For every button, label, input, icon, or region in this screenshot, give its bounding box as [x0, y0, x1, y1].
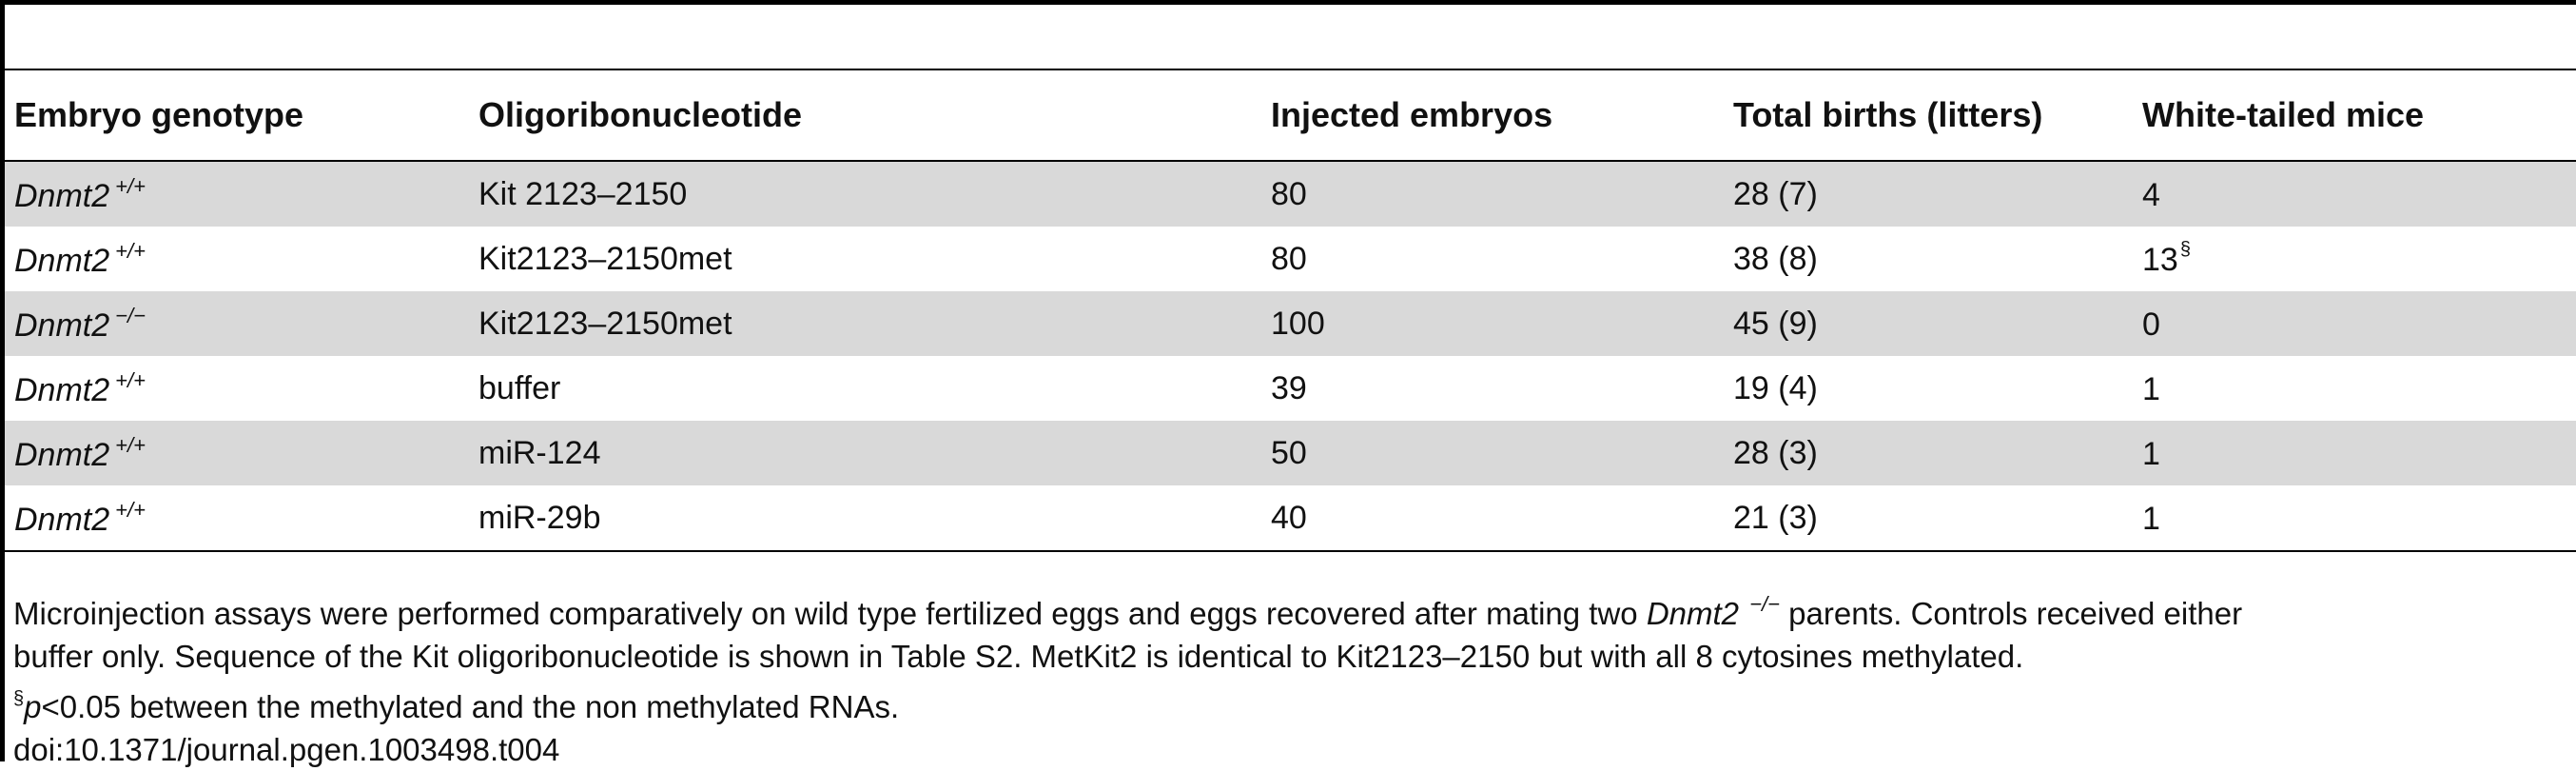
- table-row: Dnmt2 +/+ miR-29b 40 21 (3) 1: [5, 485, 2576, 552]
- white-count: 1: [2142, 501, 2160, 537]
- results-table-container: Embryo genotype Oligoribonucleotide Inje…: [5, 69, 2576, 552]
- cell-genotype: Dnmt2 −/−: [5, 291, 469, 356]
- footnote-line-1: Microinjection assays were performed com…: [13, 583, 2572, 635]
- white-count: 0: [2142, 306, 2160, 343]
- white-count: 13: [2142, 242, 2178, 278]
- table-row: Dnmt2 −/− Kit2123–2150met 100 45 (9) 0: [5, 291, 2576, 356]
- cell-injected: 80: [1271, 240, 1307, 277]
- table-row: Dnmt2 +/+ miR-124 50 28 (3) 1: [5, 421, 2576, 485]
- table-body: Dnmt2 +/+ Kit 2123–2150 80 28 (7) 4 Dnmt2 +/+ Ki…: [5, 161, 2576, 552]
- cell-injected: 80: [1261, 161, 1724, 227]
- cell-injected: 50: [1261, 421, 1724, 485]
- cell-white-tailed: 1: [2133, 421, 2576, 485]
- doi-line: doi:10.1371/journal.pgen.1003498.t004: [13, 732, 560, 767]
- cell-injected: 39: [1271, 369, 1307, 406]
- cell-oligo: Kit 2123–2150: [469, 161, 1261, 227]
- header-total-births: Total births (litters): [1733, 95, 2043, 134]
- table-row: Dnmt2 +/+ buffer 39 19 (4) 1: [5, 356, 2576, 421]
- cell-white-tailed: 1: [2133, 356, 2576, 421]
- genotype-sup: +/+: [115, 497, 146, 522]
- cell-births: 28 (7): [1724, 161, 2133, 227]
- cell-births: 28 (3): [1724, 421, 2133, 485]
- genotype-name: Dnmt2: [14, 306, 110, 344]
- genotype-sup: +/+: [115, 173, 146, 198]
- header-oligoribonucleotide: Oligoribonucleotide: [478, 95, 802, 134]
- footnote-text: Microinjection assays were performed com…: [13, 596, 1647, 631]
- cell-oligo: miR-124: [469, 421, 1261, 485]
- cell-oligo: miR-29b: [469, 485, 1261, 552]
- table-row: Dnmt2 +/+ Kit2123–2150met 80 38 (8) 13 §: [5, 227, 2576, 291]
- genotype-sup: +/+: [115, 432, 146, 457]
- footnote-genotype-sup: −/−: [1749, 592, 1780, 616]
- white-count: 1: [2142, 436, 2160, 472]
- cell-white-tailed: 1: [2133, 485, 2576, 552]
- genotype-name: Dnmt2: [14, 501, 110, 538]
- cell-white-tailed: 4: [2133, 161, 2576, 227]
- cell-oligo: buffer: [478, 369, 561, 406]
- table-footnotes: Microinjection assays were performed com…: [13, 583, 2572, 771]
- cell-oligo: Kit2123–2150met: [478, 240, 732, 277]
- section-mark: §: [13, 688, 25, 709]
- cell-births: 21 (3): [1724, 485, 2133, 552]
- cell-births: 19 (4): [1733, 369, 1818, 406]
- genotype-sup: −/−: [115, 303, 146, 327]
- table-header-row: Embryo genotype Oligoribonucleotide Inje…: [5, 69, 2576, 161]
- cell-injected: 40: [1261, 485, 1724, 552]
- cell-oligo: Kit2123–2150met: [469, 291, 1261, 356]
- footnote-gene: Dnmt2: [1646, 596, 1740, 631]
- results-table: Embryo genotype Oligoribonucleotide Inje…: [5, 69, 2576, 552]
- cell-genotype: Dnmt2 +/+: [5, 485, 469, 552]
- header-embryo-genotype: Embryo genotype: [14, 95, 304, 134]
- cell-genotype: Dnmt2 +/+: [5, 356, 469, 421]
- genotype-name: Dnmt2: [14, 177, 110, 214]
- genotype-name: Dnmt2: [14, 436, 110, 473]
- footnote-text: <0.05 between the methylated and the non…: [41, 689, 900, 724]
- genotype-name: Dnmt2: [14, 242, 110, 279]
- cell-genotype: Dnmt2 +/+: [5, 421, 469, 485]
- cell-white-tailed: 13 §: [2133, 227, 2576, 291]
- footnote-line-3: §p<0.05 between the methylated and the n…: [13, 678, 2572, 728]
- white-count: 4: [2142, 177, 2160, 213]
- header-injected-embryos: Injected embryos: [1271, 95, 1553, 134]
- significance-mark: §: [2179, 239, 2191, 260]
- table-row: Dnmt2 +/+ Kit 2123–2150 80 28 (7) 4: [5, 161, 2576, 227]
- genotype-sup: +/+: [115, 238, 146, 263]
- genotype-sup: +/+: [115, 367, 146, 392]
- cell-injected: 100: [1261, 291, 1724, 356]
- cell-genotype: Dnmt2 +/+: [5, 161, 469, 227]
- cell-white-tailed: 0: [2133, 291, 2576, 356]
- top-border: [0, 0, 2576, 5]
- footnote-text: parents. Controls received either: [1780, 596, 2243, 631]
- left-border: [0, 0, 5, 761]
- p-symbol: p: [24, 689, 42, 724]
- cell-births: 45 (9): [1724, 291, 2133, 356]
- cell-births: 38 (8): [1733, 240, 1818, 277]
- white-count: 1: [2142, 371, 2160, 407]
- header-white-tailed-mice: White-tailed mice: [2142, 95, 2425, 134]
- genotype-name: Dnmt2: [14, 371, 110, 408]
- cell-genotype: Dnmt2 +/+: [5, 227, 469, 291]
- footnote-line-2: buffer only. Sequence of the Kit oligori…: [13, 639, 2024, 674]
